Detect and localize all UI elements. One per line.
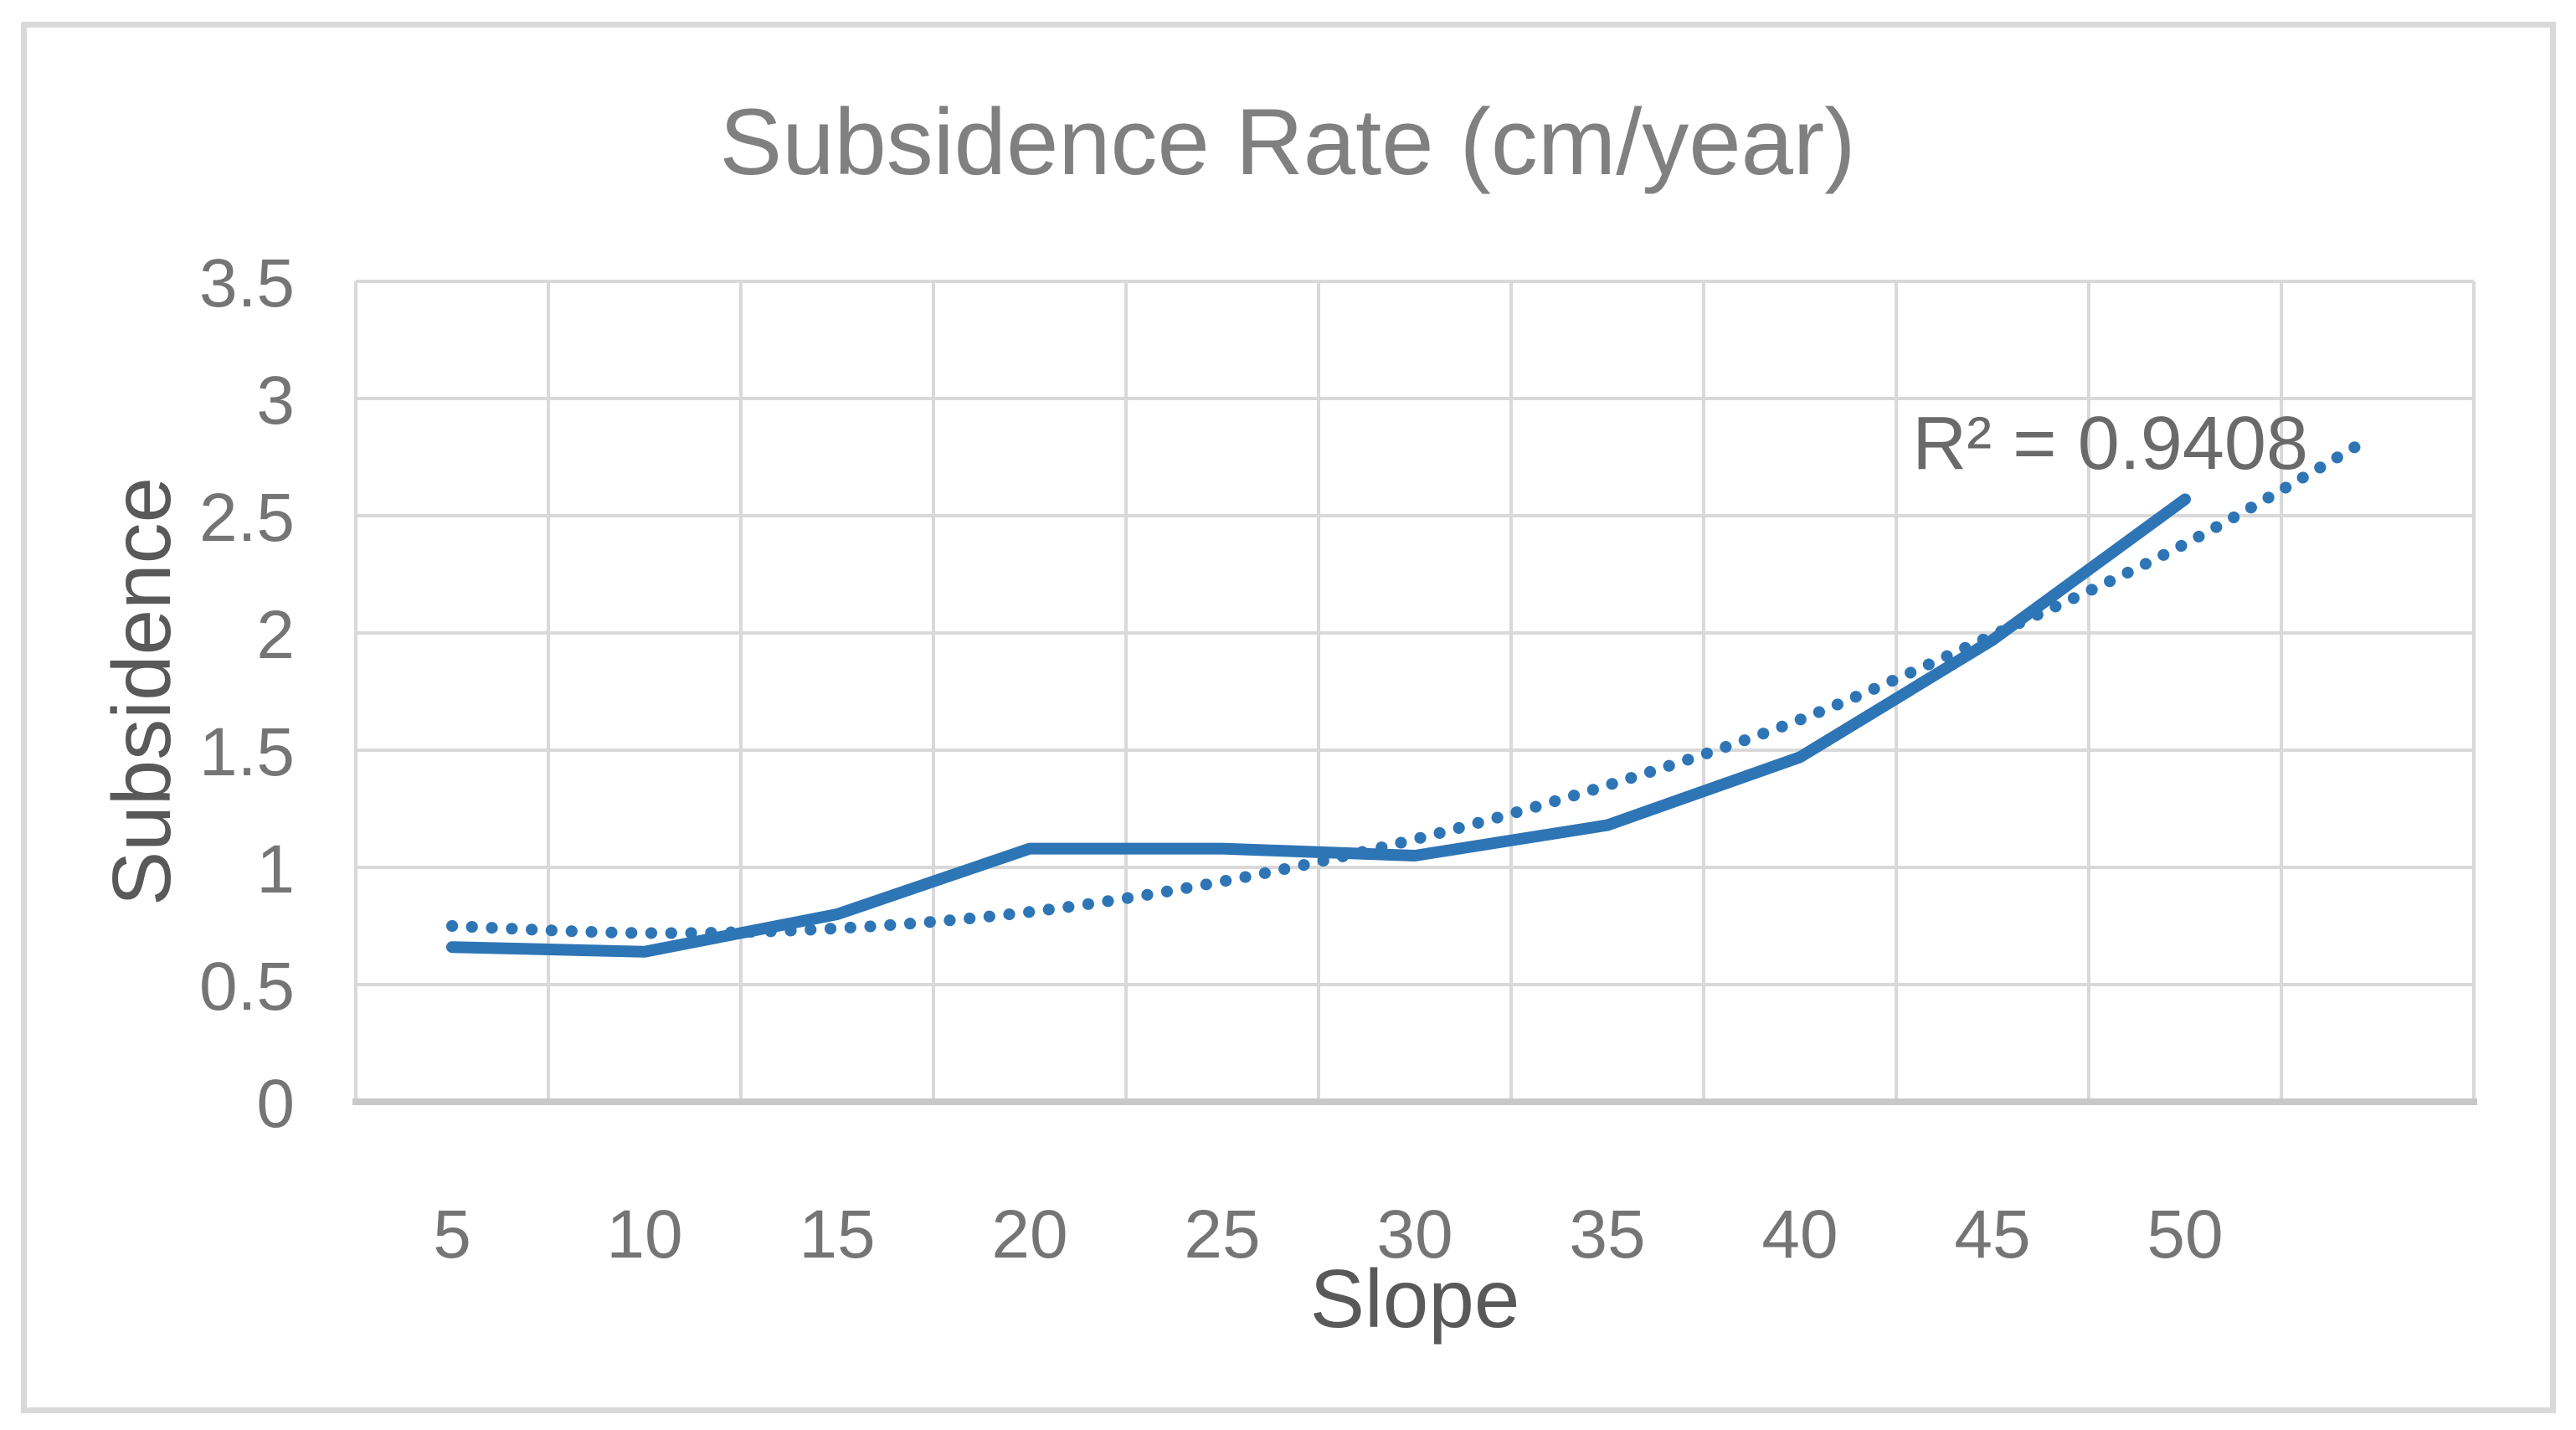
- y-tick-label: 0: [256, 1066, 295, 1142]
- x-tick-label: 50: [2147, 1196, 2223, 1273]
- x-tick-label: 35: [1569, 1196, 1645, 1273]
- x-tick-label: 5: [433, 1196, 471, 1273]
- y-tick-label: 0.5: [199, 949, 295, 1025]
- figure-border: [21, 22, 2556, 1413]
- y-tick-label: 1: [256, 831, 295, 908]
- trendline-dotted: [446, 432, 2376, 939]
- y-axis-title: Subsidence: [95, 477, 188, 906]
- y-tick-label: 2.5: [199, 480, 295, 556]
- series-lines: [446, 432, 2376, 958]
- y-tick-label: 1.5: [199, 714, 295, 790]
- x-axis-title: Slope: [1310, 1253, 1520, 1345]
- y-tick-label: 3: [256, 363, 295, 439]
- r-squared-annotation: R² = 0.9408: [1912, 402, 2308, 486]
- x-tick-label: 20: [991, 1196, 1067, 1273]
- x-tick-label: 15: [799, 1196, 875, 1273]
- x-tick-label: 10: [606, 1196, 682, 1273]
- x-tick-label: 40: [1761, 1196, 1838, 1273]
- gridlines: [354, 280, 2476, 1103]
- tick-labels: 0 0.5 1 1.5 2 2.5 3 3.5 5 10 15 20 25 30 35 40 45 50: [199, 245, 2224, 1273]
- x-tick-label: 45: [1954, 1196, 2030, 1273]
- data-series-line: [446, 493, 2191, 958]
- y-tick-label: 2: [256, 597, 295, 673]
- y-tick-label: 3.5: [199, 245, 295, 321]
- chart-title: Subsidence Rate (cm/year): [719, 90, 1855, 194]
- x-tick-label: 25: [1184, 1196, 1260, 1273]
- x-tick-label: 30: [1376, 1196, 1453, 1273]
